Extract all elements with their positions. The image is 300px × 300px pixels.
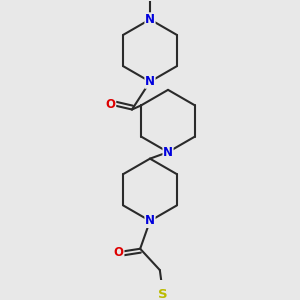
Text: N: N (145, 75, 155, 88)
Text: S: S (158, 288, 168, 300)
Text: O: O (106, 98, 116, 111)
Text: N: N (145, 214, 155, 227)
Text: N: N (163, 146, 173, 159)
Text: O: O (114, 245, 124, 259)
Text: N: N (145, 13, 155, 26)
